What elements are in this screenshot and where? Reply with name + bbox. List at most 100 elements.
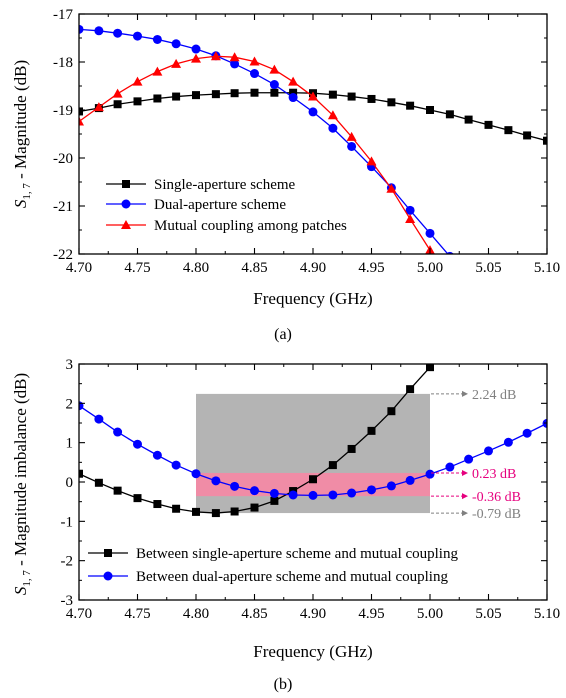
x-tick-label-b-2: 4.80 xyxy=(183,606,209,622)
data-point-b-1-17 xyxy=(405,475,415,485)
legend-a-item-1: Dual-aperture scheme xyxy=(106,197,286,213)
data-point-a-1-18 xyxy=(425,228,435,238)
data-point-a-1-12 xyxy=(308,107,318,117)
data-point-b-1-2 xyxy=(113,427,123,437)
annotation-label-2: -0.36 dB xyxy=(472,490,521,505)
data-point-a-0-9 xyxy=(250,88,259,97)
data-point-a-2-13 xyxy=(327,110,338,120)
data-point-a-2-6 xyxy=(191,53,201,63)
data-point-a-0-16 xyxy=(387,98,396,107)
legend-b-label-0: Between single-aperture scheme and mutua… xyxy=(136,546,458,562)
y-axis-label-a-rest: - Magnitude (dB) xyxy=(11,60,30,183)
data-point-a-0-21 xyxy=(484,120,493,129)
data-point-a-0-14 xyxy=(347,92,356,101)
x-tick-label-a-0: 4.70 xyxy=(66,260,92,276)
annotation-arrowhead-0 xyxy=(462,390,468,397)
data-point-a-1-10 xyxy=(269,80,279,90)
data-point-b-1-21 xyxy=(484,446,493,456)
x-axis-label-b: Frequency (GHz) xyxy=(253,642,372,661)
data-point-a-2-1 xyxy=(93,102,104,112)
data-point-b-0-3 xyxy=(133,494,142,503)
data-point-a-1-20 xyxy=(464,275,473,284)
data-point-b-1-13 xyxy=(328,490,338,500)
y-tick-label-a-2: -20 xyxy=(53,151,73,167)
data-point-a-1-4 xyxy=(152,34,162,44)
data-point-b-1-19 xyxy=(445,462,455,472)
x-tick-label-a-7: 5.05 xyxy=(475,260,501,276)
y-tick-label-a-0: -22 xyxy=(53,247,73,263)
data-point-b-0-2 xyxy=(113,486,122,495)
data-point-b-1-22 xyxy=(503,437,513,447)
data-point-b-0-12 xyxy=(309,475,317,484)
data-point-a-0-11 xyxy=(289,88,298,97)
y-axis-label-b-main: S xyxy=(11,586,30,595)
data-point-a-2-2 xyxy=(112,88,123,98)
data-point-a-2-17 xyxy=(405,213,416,223)
legend-a-label-2: Mutual coupling among patches xyxy=(154,218,347,234)
x-tick-label-a-1: 4.75 xyxy=(124,260,150,276)
y-axis-label-b: S1, 7 - Magnitude imbalance (dB) xyxy=(11,373,33,595)
data-point-a-0-3 xyxy=(133,97,142,106)
data-point-a-1-11 xyxy=(288,93,298,103)
data-point-b-1-14 xyxy=(347,488,357,498)
x-tick-label-a-5: 4.95 xyxy=(358,260,384,276)
y-tick-label-b-5: 2 xyxy=(66,396,74,412)
data-point-a-1-1 xyxy=(94,26,104,36)
data-point-a-0-23 xyxy=(523,131,532,140)
data-point-a-2-12 xyxy=(308,91,318,101)
data-point-a-0-13 xyxy=(328,90,337,99)
annotation-arrowhead-2 xyxy=(462,493,468,500)
data-point-a-1-2 xyxy=(113,28,123,38)
data-point-a-0-24 xyxy=(543,136,547,145)
x-tick-label-a-2: 4.80 xyxy=(183,260,209,276)
data-point-b-1-12 xyxy=(308,490,318,500)
data-point-a-2-3 xyxy=(132,76,143,86)
legend-b: Between single-aperture scheme and mutua… xyxy=(88,546,458,585)
data-point-b-1-18 xyxy=(425,469,435,479)
x-tick-label-b-0: 4.70 xyxy=(66,606,92,622)
data-point-a-0-6 xyxy=(192,91,200,100)
data-point-a-2-0 xyxy=(79,116,84,126)
x-tick-label-a-4: 4.90 xyxy=(300,260,326,276)
data-point-a-2-11 xyxy=(288,76,299,86)
data-point-a-2-7 xyxy=(210,51,221,61)
data-point-b-1-16 xyxy=(386,481,396,491)
data-point-b-0-17 xyxy=(406,385,415,394)
data-point-a-0-4 xyxy=(153,94,162,103)
x-tick-label-b-7: 5.05 xyxy=(475,606,501,622)
legend-a-label-0: Single-aperture scheme xyxy=(154,177,296,193)
data-point-b-0-16 xyxy=(387,407,396,416)
data-point-a-0-18 xyxy=(426,106,434,114)
data-point-b-0-5 xyxy=(172,504,181,513)
data-point-b-1-11 xyxy=(288,490,298,500)
data-point-a-0-2 xyxy=(113,100,122,109)
data-point-a-2-4 xyxy=(152,66,163,76)
data-point-a-0-7 xyxy=(211,90,220,99)
y-axis-label-a: S1, 7 - Magnitude (dB) xyxy=(11,60,33,208)
data-point-a-1-5 xyxy=(171,39,181,49)
y-tick-label-a-1: -21 xyxy=(53,199,73,215)
x-tick-label-a-6: 5.00 xyxy=(417,260,443,276)
data-point-b-1-3 xyxy=(133,439,142,449)
y-tick-label-a-5: -17 xyxy=(53,7,73,23)
data-point-a-2-5 xyxy=(171,58,182,68)
data-point-a-0-15 xyxy=(367,94,376,103)
data-point-a-0-0 xyxy=(79,107,83,116)
data-point-b-0-19 xyxy=(446,340,454,348)
data-point-a-1-19 xyxy=(446,251,454,254)
y-tick-label-a-4: -18 xyxy=(53,55,73,71)
chart-b: 4.70 4.75 4.80 4.85 4.90 4.95 5.00 5.05 5.10 -3 -2… xyxy=(11,340,560,693)
legend-a-item-2: Mutual coupling among patches xyxy=(106,218,347,234)
y-tick-label-b-1: -2 xyxy=(61,554,74,570)
data-point-a-2-14 xyxy=(346,131,357,141)
data-point-a-2-10 xyxy=(269,64,280,74)
data-point-a-1-8 xyxy=(230,59,240,69)
y-tick-label-b-0: -3 xyxy=(61,593,74,609)
data-point-b-0-4 xyxy=(153,500,162,509)
data-point-b-0-6 xyxy=(192,507,200,516)
data-point-a-2-9 xyxy=(249,56,260,66)
chart-a: 4.70 4.75 4.80 4.85 4.90 4.95 5.00 5.05 5.10 -22 -… xyxy=(11,7,560,343)
data-point-b-0-14 xyxy=(347,444,356,453)
data-point-a-1-17 xyxy=(405,205,415,215)
